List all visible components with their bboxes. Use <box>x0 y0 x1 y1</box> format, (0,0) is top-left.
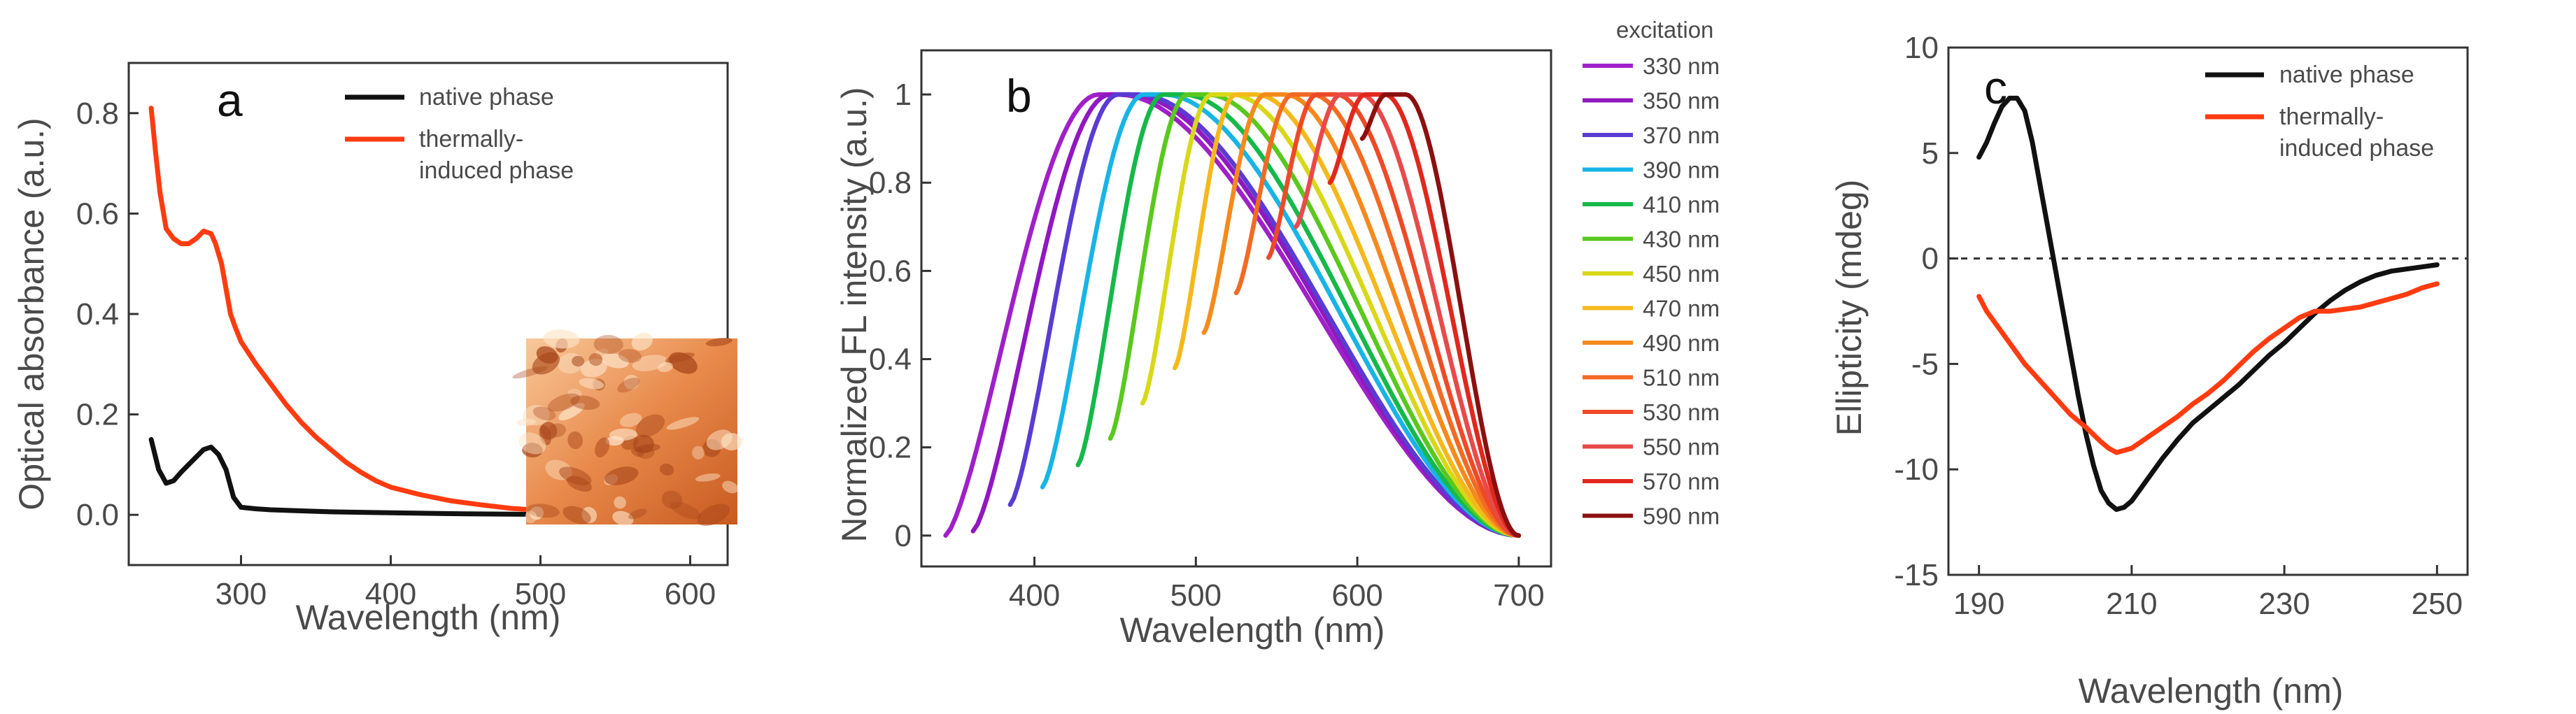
legend-label: 450 nm <box>1643 261 1720 287</box>
y-tick-label: 0.0 <box>76 498 119 532</box>
fl-line-430-nm <box>1107 92 1522 538</box>
panel-b-plot-frame <box>920 49 1552 568</box>
x-tick-label: 190 <box>1953 587 2004 621</box>
panel-a-ylabel: Optical absorbance (a.u.) <box>12 117 51 510</box>
y-tick-label: 0.2 <box>869 431 912 465</box>
panel-a: 300 400 500 600 0.0 0.2 0.4 0.6 0.8 Wavelength (… <box>12 62 742 637</box>
y-tick-label: 0.8 <box>76 97 119 131</box>
panel-a-letter: a <box>217 74 243 126</box>
x-tick-label: 400 <box>1009 578 1060 613</box>
fl-line-570-nm <box>1327 92 1522 538</box>
fl-line-530-nm <box>1266 92 1522 538</box>
legend-c-thermal-label-1: thermally- <box>2279 103 2384 130</box>
fl-line-370-nm <box>1007 92 1522 538</box>
cd-line-native-phase <box>1976 95 2440 512</box>
x-tick-label: 300 <box>215 577 267 611</box>
panel-c-letter: c <box>1984 62 2007 113</box>
x-tick-label: 400 <box>365 577 416 611</box>
y-tick-label: 0.2 <box>76 398 119 432</box>
legend-native-label: native phase <box>419 84 554 110</box>
legend-c-thermal-label-2: induced phase <box>2279 135 2434 162</box>
y-tick-label: 1 <box>895 78 912 112</box>
legend-label: 330 nm <box>1643 53 1720 79</box>
legend-label: 570 nm <box>1643 469 1720 494</box>
fl-line-510-nm <box>1233 92 1522 538</box>
panel-b-letter: b <box>1006 70 1032 122</box>
x-tick-label: 600 <box>665 577 716 611</box>
afm-inset-image <box>512 329 742 527</box>
panel-b: 400 500 600 700 0 0.2 0.4 0.6 0.8 1 Wavelength (n… <box>835 17 1720 650</box>
panel-c: 190 210 230 250 -15 -10 -5 0 5 10 Wavelength (nm)… <box>1830 31 2469 711</box>
legend-label: 470 nm <box>1643 296 1720 322</box>
fl-line-550-nm <box>1294 92 1522 538</box>
y-tick-label: 0.6 <box>76 197 119 231</box>
legend-thermal-label-1: thermally- <box>419 126 523 152</box>
legend-label: 550 nm <box>1643 434 1720 460</box>
fl-line-450-nm <box>1140 92 1522 538</box>
y-tick-label: 0 <box>895 519 912 553</box>
panel-c-legend: native phase thermally- induced phase <box>2205 62 2434 162</box>
fl-line-490-nm <box>1201 92 1522 538</box>
legend-thermal-label-2: induced phase <box>419 157 574 184</box>
legend-c-native-label: native phase <box>2279 62 2414 88</box>
series-line-native-phase <box>148 437 693 517</box>
x-tick-label: 230 <box>2258 587 2309 621</box>
legend-label: 590 nm <box>1643 504 1720 529</box>
legend-label: 490 nm <box>1643 330 1720 356</box>
legend-label: 410 nm <box>1643 192 1720 217</box>
panel-a-legend: native phase thermally- induced phase <box>345 84 574 184</box>
x-tick-label: 250 <box>2412 587 2463 621</box>
legend-label: 430 nm <box>1643 227 1720 252</box>
x-tick-label: 210 <box>2106 587 2157 621</box>
legend-label: 350 nm <box>1643 88 1720 114</box>
legend-label: 530 nm <box>1643 399 1720 425</box>
y-tick-label: 0.4 <box>869 343 912 377</box>
legend-label: 390 nm <box>1643 157 1720 183</box>
y-tick-label: 0.6 <box>869 254 912 288</box>
y-tick-label: 0 <box>1922 242 1939 276</box>
legend-label: 370 nm <box>1643 122 1720 148</box>
y-tick-label: 0.4 <box>76 297 119 331</box>
fl-line-330-nm <box>943 92 1522 538</box>
y-tick-label: 0.8 <box>869 166 912 200</box>
panel-a-xlabel: Wavelength (nm) <box>296 598 561 637</box>
y-tick-label: -15 <box>1894 558 1939 592</box>
fl-line-410-nm <box>1075 92 1522 538</box>
y-tick-label: -10 <box>1894 452 1939 487</box>
y-tick-label: 10 <box>1904 31 1939 65</box>
panel-c-ylabel: Ellipticity (mdeg) <box>1830 180 1869 436</box>
fl-line-590-nm <box>1359 92 1522 538</box>
fl-line-470-nm <box>1173 92 1522 538</box>
panel-b-legend-title: excitation <box>1616 17 1713 43</box>
legend-label: 510 nm <box>1643 365 1720 391</box>
series-line-thermally-induced-phase <box>148 106 693 517</box>
panel-b-xlabel: Wavelength (nm) <box>1120 611 1385 650</box>
panel-b-ylabel: Normalized FL intensity (a.u.) <box>835 87 874 542</box>
fl-line-390-nm <box>1040 92 1522 538</box>
x-tick-label: 700 <box>1493 578 1544 613</box>
x-tick-label: 500 <box>515 577 566 611</box>
cd-line-thermally-induced-phase <box>1976 281 2440 455</box>
panel-c-xlabel: Wavelength (nm) <box>2079 671 2344 711</box>
x-tick-label: 500 <box>1170 578 1222 613</box>
x-tick-label: 600 <box>1331 578 1382 613</box>
y-tick-label: 5 <box>1922 136 1939 171</box>
panel-b-legend: 330 nm 350 nm 370 nm 390 nm 410 nm 430 nm 450 … <box>1583 53 1720 529</box>
y-tick-label: -5 <box>1911 347 1939 381</box>
panel-c-plot-frame <box>1947 46 2469 576</box>
